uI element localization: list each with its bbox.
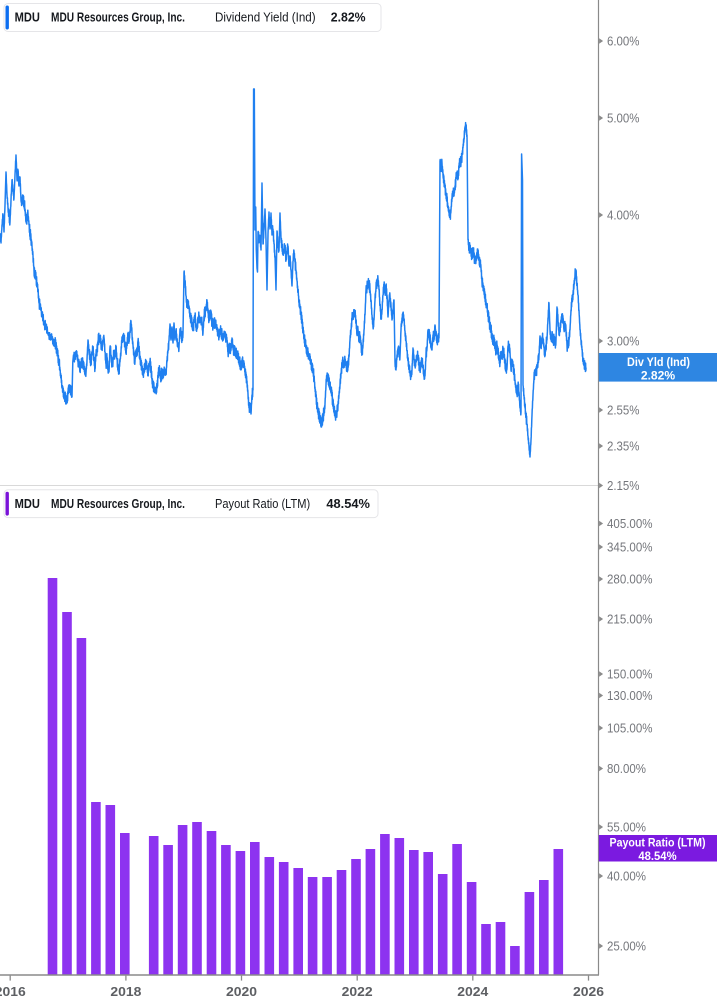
svg-text:25.00%: 25.00% xyxy=(607,939,646,954)
svg-text:2016: 2016 xyxy=(0,984,26,999)
svg-text:2020: 2020 xyxy=(226,984,257,999)
svg-text:2024: 2024 xyxy=(457,984,489,999)
svg-text:6.00%: 6.00% xyxy=(607,34,640,49)
svg-text:2026: 2026 xyxy=(573,984,604,999)
svg-text:48.54%: 48.54% xyxy=(326,496,370,511)
svg-text:48.54%: 48.54% xyxy=(638,849,677,863)
svg-text:2.55%: 2.55% xyxy=(607,403,640,418)
svg-text:55.00%: 55.00% xyxy=(607,820,646,835)
svg-text:MDU Resources Group, Inc.: MDU Resources Group, Inc. xyxy=(51,496,185,511)
svg-text:405.00%: 405.00% xyxy=(607,516,653,531)
svg-text:150.00%: 150.00% xyxy=(607,667,653,682)
svg-text:2022: 2022 xyxy=(342,984,373,999)
svg-text:2.15%: 2.15% xyxy=(607,478,640,493)
svg-text:MDU Resources Group, Inc.: MDU Resources Group, Inc. xyxy=(51,10,185,25)
svg-text:MDU: MDU xyxy=(15,496,40,511)
svg-text:80.00%: 80.00% xyxy=(607,761,646,776)
svg-text:MDU: MDU xyxy=(15,10,40,25)
svg-text:2.82%: 2.82% xyxy=(331,10,366,25)
svg-text:345.00%: 345.00% xyxy=(607,540,653,555)
svg-text:2.82%: 2.82% xyxy=(641,368,676,382)
svg-text:3.00%: 3.00% xyxy=(607,334,640,349)
svg-text:2.35%: 2.35% xyxy=(607,439,640,454)
svg-text:215.00%: 215.00% xyxy=(607,612,653,627)
svg-text:Dividend Yield (Ind): Dividend Yield (Ind) xyxy=(215,10,316,25)
svg-text:130.00%: 130.00% xyxy=(607,688,653,703)
svg-text:Payout Ratio (LTM): Payout Ratio (LTM) xyxy=(215,496,310,511)
svg-text:280.00%: 280.00% xyxy=(607,572,653,587)
svg-text:40.00%: 40.00% xyxy=(607,869,646,884)
svg-text:Div Yld (Ind): Div Yld (Ind) xyxy=(627,355,690,369)
svg-text:2018: 2018 xyxy=(110,984,141,999)
svg-text:4.00%: 4.00% xyxy=(607,208,640,223)
svg-text:5.00%: 5.00% xyxy=(607,111,640,126)
svg-text:Payout Ratio (LTM): Payout Ratio (LTM) xyxy=(610,835,706,849)
svg-text:105.00%: 105.00% xyxy=(607,721,653,736)
